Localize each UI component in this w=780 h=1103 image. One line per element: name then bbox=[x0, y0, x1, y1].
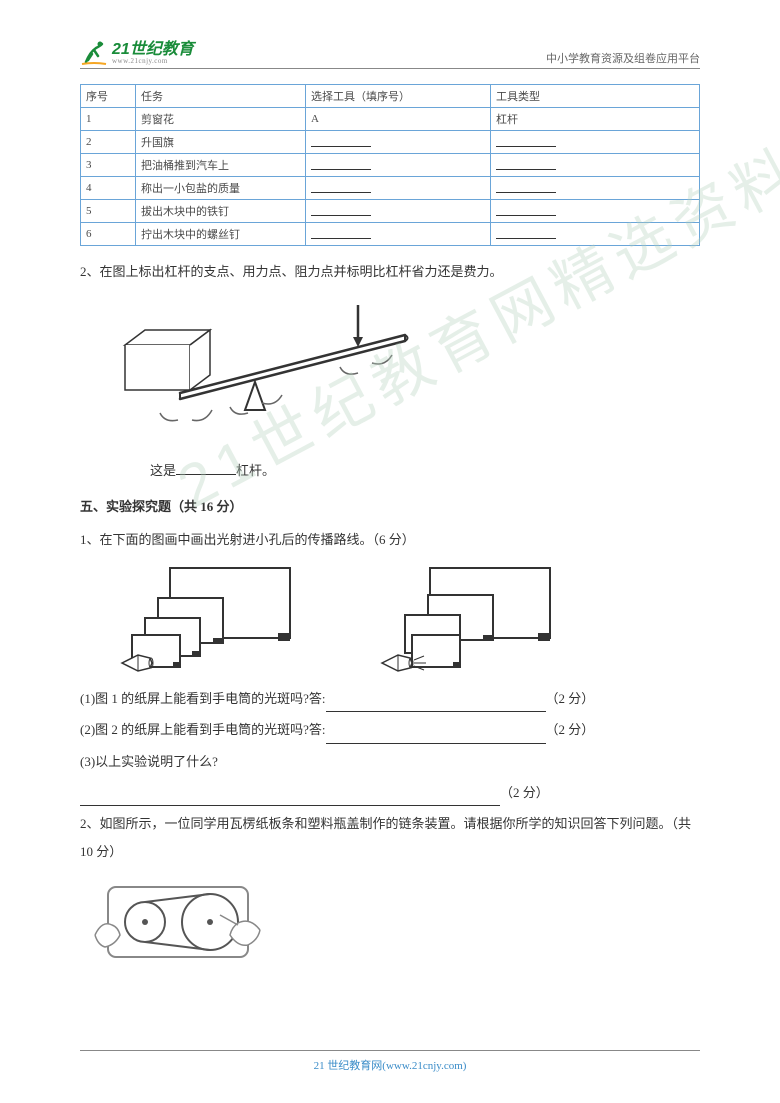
blank-type[interactable] bbox=[496, 158, 556, 170]
blank-answer-3[interactable] bbox=[80, 792, 500, 806]
runner-icon bbox=[80, 40, 108, 66]
cell-seq: 2 bbox=[81, 131, 136, 154]
blank-tool[interactable] bbox=[311, 227, 371, 239]
cell-type bbox=[491, 177, 700, 200]
blank-lever-type[interactable] bbox=[176, 463, 236, 475]
lever-caption: 这是 杠杆。 bbox=[150, 457, 700, 484]
blank-tool[interactable] bbox=[311, 135, 371, 147]
section-5-title: 五、实验探究题（共 16 分） bbox=[80, 493, 700, 520]
blank-type[interactable] bbox=[496, 227, 556, 239]
cell-seq: 4 bbox=[81, 177, 136, 200]
cell-seq: 5 bbox=[81, 200, 136, 223]
cell-task: 升国旗 bbox=[136, 131, 306, 154]
cell-task: 把油桶推到汽车上 bbox=[136, 154, 306, 177]
sub-question-2: (2)图 2 的纸屏上能看到手电筒的光斑吗?答: （2 分） bbox=[80, 716, 700, 743]
blank-type[interactable] bbox=[496, 135, 556, 147]
caption-prefix: 这是 bbox=[150, 463, 176, 478]
cell-type bbox=[491, 200, 700, 223]
logo: 21世纪教育 www.21cnjy.com bbox=[80, 40, 194, 66]
cell-type bbox=[491, 131, 700, 154]
cell-tool: A bbox=[306, 108, 491, 131]
cell-tool bbox=[306, 223, 491, 246]
tools-table: 序号 任务 选择工具（填序号） 工具类型 1剪窗花A杠杆2升国旗3把油桶推到汽车… bbox=[80, 84, 700, 246]
cell-type bbox=[491, 154, 700, 177]
points-1: （2 分） bbox=[546, 691, 595, 706]
sub-question-3-blank: （2 分） bbox=[80, 779, 700, 806]
cell-task: 剪窗花 bbox=[136, 108, 306, 131]
cell-seq: 3 bbox=[81, 154, 136, 177]
points-2: （2 分） bbox=[546, 722, 595, 737]
lever-diagram bbox=[110, 295, 700, 449]
sub-question-1: (1)图 1 的纸屏上能看到手电筒的光斑吗?答: （2 分） bbox=[80, 685, 700, 712]
cell-tool bbox=[306, 131, 491, 154]
table-row: 2升国旗 bbox=[81, 131, 700, 154]
blank-answer-2[interactable] bbox=[326, 730, 546, 744]
figure-2 bbox=[380, 563, 560, 673]
logo-main-text: 21世纪教育 bbox=[112, 42, 194, 58]
sub2-text: (2)图 2 的纸屏上能看到手电筒的光斑吗?答: bbox=[80, 722, 326, 737]
question-5-2-text: 2、如图所示，一位同学用瓦楞纸板条和塑料瓶盖制作的链条装置。请根据你所学的知识回… bbox=[80, 810, 700, 865]
table-row: 3把油桶推到汽车上 bbox=[81, 154, 700, 177]
blank-tool[interactable] bbox=[311, 204, 371, 216]
light-experiment-diagrams bbox=[120, 563, 700, 673]
table-header-seq: 序号 bbox=[81, 85, 136, 108]
sub1-text: (1)图 1 的纸屏上能看到手电筒的光斑吗?答: bbox=[80, 691, 326, 706]
sub-question-3: (3)以上实验说明了什么? bbox=[80, 748, 700, 775]
points-3: （2 分） bbox=[500, 785, 549, 800]
cell-task: 拧出木块中的螺丝钉 bbox=[136, 223, 306, 246]
table-header-type: 工具类型 bbox=[491, 85, 700, 108]
table-row: 4称出一小包盐的质量 bbox=[81, 177, 700, 200]
header-subtitle: 中小学教育资源及组卷应用平台 bbox=[546, 50, 700, 66]
question-2-text: 2、在图上标出杠杆的支点、用力点、阻力点并标明比杠杆省力还是费力。 bbox=[80, 258, 700, 285]
cell-type bbox=[491, 223, 700, 246]
cell-task: 拔出木块中的铁钉 bbox=[136, 200, 306, 223]
cell-tool bbox=[306, 177, 491, 200]
blank-type[interactable] bbox=[496, 204, 556, 216]
cell-seq: 1 bbox=[81, 108, 136, 131]
logo-sub-text: www.21cnjy.com bbox=[112, 58, 194, 65]
caption-suffix: 杠杆。 bbox=[236, 463, 275, 478]
blank-type[interactable] bbox=[496, 181, 556, 193]
blank-tool[interactable] bbox=[311, 158, 371, 170]
cell-tool bbox=[306, 200, 491, 223]
content-area: 序号 任务 选择工具（填序号） 工具类型 1剪窗花A杠杆2升国旗3把油桶推到汽车… bbox=[80, 84, 700, 979]
page-header: 21世纪教育 www.21cnjy.com 中小学教育资源及组卷应用平台 bbox=[80, 40, 700, 69]
figure-1 bbox=[120, 563, 300, 673]
question-5-1-text: 1、在下面的图画中画出光射进小孔后的传播路线。（6 分） bbox=[80, 526, 700, 553]
table-header-task: 任务 bbox=[136, 85, 306, 108]
table-row: 6拧出木块中的螺丝钉 bbox=[81, 223, 700, 246]
cell-seq: 6 bbox=[81, 223, 136, 246]
table-header-tool: 选择工具（填序号） bbox=[306, 85, 491, 108]
table-row: 1剪窗花A杠杆 bbox=[81, 108, 700, 131]
cell-type: 杠杆 bbox=[491, 108, 700, 131]
page-footer: 21 世纪教育网(www.21cnjy.com) bbox=[80, 1050, 700, 1073]
cell-task: 称出一小包盐的质量 bbox=[136, 177, 306, 200]
table-row: 5拔出木块中的铁钉 bbox=[81, 200, 700, 223]
cell-tool bbox=[306, 154, 491, 177]
blank-tool[interactable] bbox=[311, 181, 371, 193]
blank-answer-1[interactable] bbox=[326, 698, 546, 712]
pulley-diagram bbox=[90, 875, 700, 979]
